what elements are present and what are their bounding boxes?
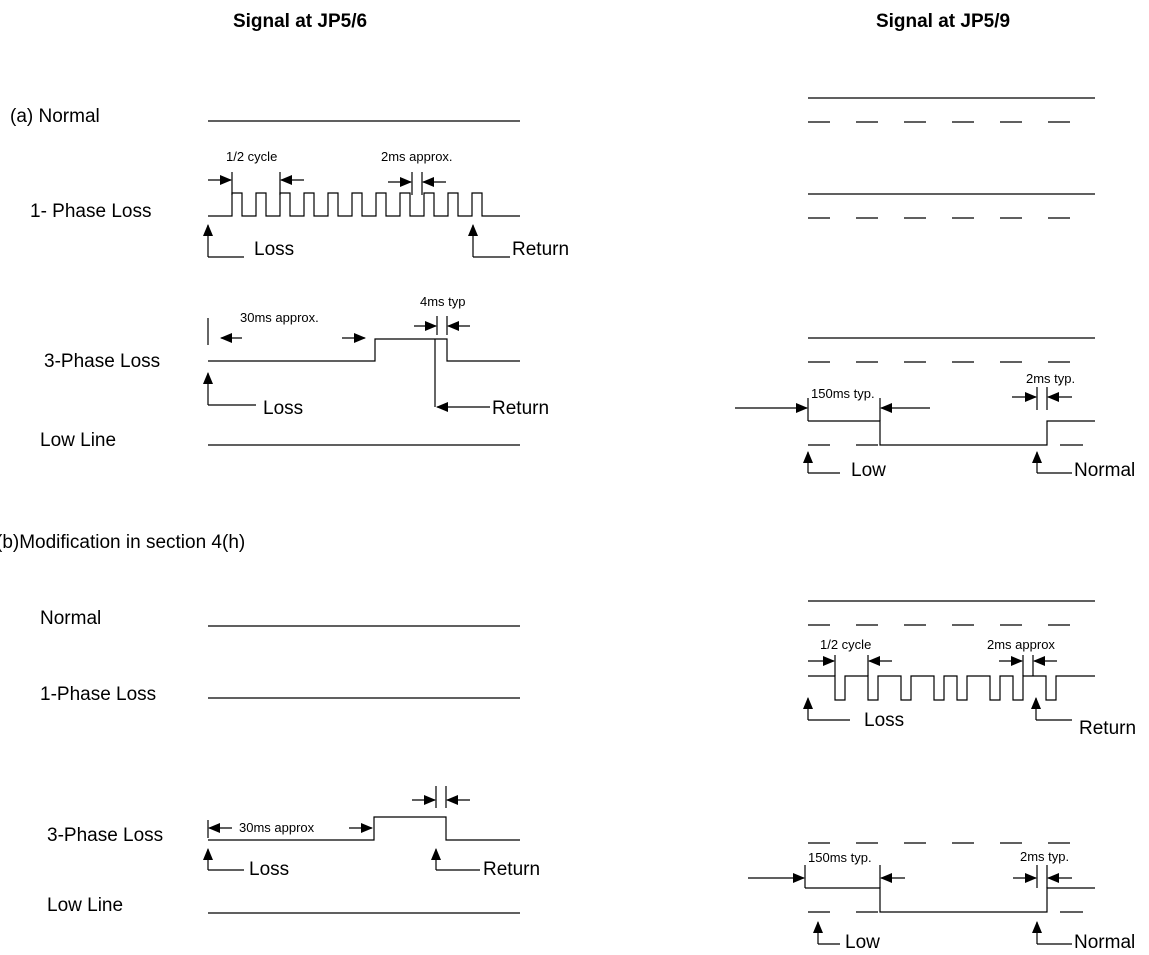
b-three-phase-waveform <box>208 816 520 841</box>
label-a-normal: (a) Normal <box>10 106 100 127</box>
label-half-cycle: 1/2 cycle <box>226 149 277 164</box>
header-jp5-6: Signal at JP5/6 <box>233 11 367 32</box>
rb-label-loss: Loss <box>864 710 904 731</box>
label-b-normal: Normal <box>40 608 101 629</box>
rb-label-150ms: 150ms typ. <box>808 850 872 865</box>
rb-label-return: Return <box>1079 718 1136 739</box>
r-label-low: Low <box>851 460 886 481</box>
label-loss-3ph: Loss <box>263 398 303 419</box>
header-jp5-9: Signal at JP5/9 <box>876 11 1010 32</box>
label-b-low-line: Low Line <box>47 895 123 916</box>
label-4ms-typ: 4ms typ <box>420 294 466 309</box>
label-30ms-approx: 30ms approx. <box>240 310 319 325</box>
section-b-title: (b)Modification in section 4(h) <box>0 532 245 553</box>
rb-label-2ms-approx: 2ms approx <box>987 637 1055 652</box>
rb-one-phase-pulse-train <box>808 675 1095 701</box>
section-b-left: Normal 1-Phase Loss 30ms approx 3-Phase … <box>40 608 540 916</box>
rb-label-half-cycle: 1/2 cycle <box>820 637 871 652</box>
label-a-low-line: Low Line <box>40 430 116 451</box>
label-b-one-phase-loss: 1-Phase Loss <box>40 684 156 705</box>
label-return-3ph: Return <box>492 398 549 419</box>
rb-label-low: Low <box>845 932 880 953</box>
three-phase-loss-waveform <box>208 338 520 362</box>
b-label-loss: Loss <box>249 859 289 880</box>
b-label-30ms-approx: 30ms approx <box>239 820 315 835</box>
section-a-right: 150ms typ. 2ms typ. Low Normal <box>735 97 1135 481</box>
label-return: Return <box>512 239 569 260</box>
label-a-one-phase-loss: 1- Phase Loss <box>30 201 151 222</box>
label-loss: Loss <box>254 239 294 260</box>
b-label-return: Return <box>483 859 540 880</box>
section-a-left: (a) Normal 1/2 cycle 2ms approx. 1- Phas… <box>10 106 569 451</box>
r-label-normal: Normal <box>1074 460 1135 481</box>
rb-label-normal: Normal <box>1074 932 1135 953</box>
r-label-2ms-typ: 2ms typ. <box>1026 371 1075 386</box>
rb-label-2ms-typ: 2ms typ. <box>1020 849 1069 864</box>
rb-low-line-waveform <box>805 887 1095 913</box>
label-2ms-approx: 2ms approx. <box>381 149 453 164</box>
r-label-150ms: 150ms typ. <box>811 386 875 401</box>
label-a-three-phase-loss: 3-Phase Loss <box>44 351 160 372</box>
section-b-right: 1/2 cycle 2ms approx Loss Return 150ms t… <box>748 600 1136 953</box>
r-low-line-waveform <box>808 420 1095 446</box>
one-phase-loss-pulse-train <box>208 192 520 217</box>
label-b-three-phase-loss: 3-Phase Loss <box>47 825 163 846</box>
